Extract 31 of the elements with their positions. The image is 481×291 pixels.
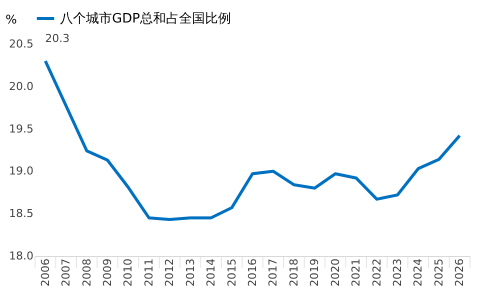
x-tick-label: 2024	[412, 258, 425, 286]
x-tick-label: 2014	[204, 258, 218, 286]
y-tick-label: 18.5	[9, 207, 34, 220]
x-tick-label: 2021	[350, 258, 363, 286]
line-series	[44, 59, 462, 222]
x-tick-label: 2007	[60, 258, 73, 286]
x-tick-label: 2018	[287, 258, 300, 286]
x-tick-label: 2009	[101, 258, 114, 286]
x-tick-label: 2017	[266, 258, 280, 286]
legend-label: 八个城市GDP总和占全国比例	[60, 12, 231, 26]
y-axis-title: %	[6, 12, 17, 26]
x-tick-label: 2016	[246, 258, 259, 286]
y-tick-label: 18.0	[9, 250, 34, 262]
y-tick-label: 19.5	[9, 122, 34, 136]
x-tick-label: 2025	[432, 258, 446, 286]
annotation: 20.3	[45, 32, 70, 45]
x-tick-label: 2011	[142, 258, 156, 286]
x-tick-label: 2023	[391, 258, 404, 286]
x-tick-label: 2006	[38, 258, 52, 286]
x-tick-label: 2019	[308, 258, 322, 286]
y-tick-label: 20.0	[9, 80, 34, 93]
x-tick-label: 2022	[370, 258, 384, 286]
x-tick-label: 2013	[184, 258, 197, 286]
y-tick-label: 19.0	[9, 164, 34, 178]
x-tick-label: 2015	[225, 258, 238, 286]
x-tick-label: 2026	[453, 258, 466, 286]
x-tick-label: 2020	[328, 258, 342, 286]
x-tick-label: 2008	[80, 258, 94, 286]
x-tick-label: 2012	[163, 258, 176, 286]
x-tick-label: 2010	[122, 258, 135, 286]
y-tick-label: 20.5	[9, 38, 34, 50]
